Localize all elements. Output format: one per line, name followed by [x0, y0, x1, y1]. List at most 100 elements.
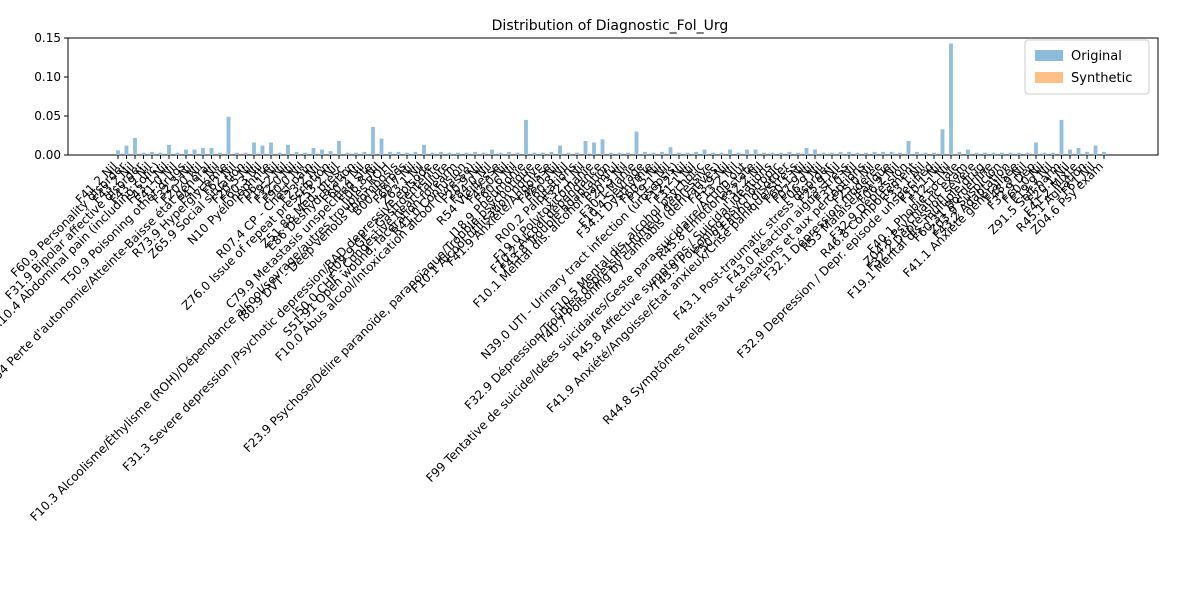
bar-original-93: [906, 140, 911, 155]
bar-original-87: [855, 152, 860, 155]
bar-original-56: [592, 142, 596, 155]
bar-original-109: [1042, 152, 1047, 155]
bar-original-49: [532, 152, 537, 155]
bar-original-116: [1102, 151, 1106, 155]
bar-original-10: [201, 147, 205, 155]
bar-original-106: [1017, 152, 1021, 155]
bar-original-12: [218, 152, 222, 155]
bar-original-33: [396, 151, 401, 155]
bar-original-74: [745, 149, 749, 155]
bar-original-66: [677, 152, 681, 155]
bar-original-30: [371, 126, 375, 155]
bar-original-46: [507, 151, 511, 155]
bars-group: [116, 43, 1106, 155]
bar-original-57: [600, 139, 605, 155]
bar-original-61: [634, 131, 639, 155]
bar-original-99: [957, 151, 962, 155]
bar-original-54: [575, 152, 579, 155]
bar-original-19: [277, 152, 282, 155]
bar-original-112: [1068, 149, 1072, 155]
bar-original-88: [864, 152, 868, 155]
bar-original-75: [753, 149, 758, 155]
bar-original-31: [379, 138, 384, 155]
bar-original-105: [1008, 152, 1013, 155]
bar-original-72: [728, 149, 732, 155]
bar-original-18: [269, 142, 273, 155]
bar-original-41: [464, 152, 469, 155]
bar-original-26: [337, 140, 341, 155]
bar-original-78: [779, 152, 783, 155]
plot-frame: [67, 37, 1159, 156]
bar-original-44: [490, 149, 494, 155]
bar-original-64: [660, 151, 664, 155]
bar-original-102: [983, 152, 987, 155]
bar-original-77: [770, 152, 775, 155]
bar-original-67: [685, 152, 690, 155]
y-tick-label: 0.15: [34, 31, 61, 45]
bar-original-60: [626, 152, 630, 155]
legend-label-synthetic: Synthetic: [1071, 71, 1132, 86]
bar-original-40: [456, 152, 460, 155]
bar-original-51: [549, 151, 554, 155]
bar-original-25: [328, 151, 333, 155]
bar-original-28: [354, 152, 358, 155]
bar-original-59: [617, 152, 622, 155]
bar-original-0: [116, 150, 120, 155]
bar-original-91: [889, 151, 894, 155]
bar-original-92: [898, 152, 902, 155]
bar-original-89: [872, 151, 877, 155]
bar-original-85: [838, 151, 843, 155]
bar-original-80: [796, 152, 800, 155]
bar-original-94: [915, 151, 919, 155]
bar-original-23: [311, 147, 316, 155]
bar-original-17: [260, 145, 265, 155]
bar-original-48: [524, 119, 528, 155]
bar-original-65: [668, 147, 673, 155]
bar-original-34: [405, 152, 409, 155]
bar-original-7: [175, 152, 180, 155]
bar-original-24: [320, 149, 324, 155]
bar-original-29: [362, 151, 367, 155]
bar-original-53: [566, 152, 571, 155]
y-tick-label: 0.00: [34, 148, 61, 162]
bar-original-20: [286, 144, 290, 155]
bar-original-55: [583, 140, 588, 155]
bar-original-22: [303, 152, 307, 155]
bar-original-103: [991, 152, 996, 155]
bar-original-36: [422, 144, 426, 155]
bar-original-101: [974, 152, 979, 155]
bar-original-21: [294, 151, 299, 155]
bar-original-90: [881, 151, 885, 155]
bar-original-14: [235, 152, 239, 155]
bar-original-4: [150, 151, 154, 155]
chart-title: Distribution of Diagnostic_Fol_Urg: [492, 18, 729, 34]
bar-original-68: [694, 151, 698, 155]
bar-original-114: [1085, 151, 1089, 155]
bar-original-15: [243, 152, 248, 155]
bar-original-86: [847, 151, 851, 155]
y-tick-label: 0.05: [34, 109, 61, 123]
bar-original-107: [1025, 152, 1030, 155]
bar-original-81: [804, 147, 809, 155]
y-tick-label: 0.10: [34, 70, 61, 84]
bar-original-52: [558, 145, 562, 155]
bar-original-43: [481, 152, 486, 155]
bar-original-62: [643, 151, 647, 155]
bar-original-63: [651, 152, 656, 155]
bar-original-96: [932, 152, 936, 155]
bar-original-35: [413, 151, 418, 155]
bar-original-108: [1034, 142, 1038, 155]
bar-original-110: [1051, 152, 1055, 155]
bar-original-70: [711, 152, 715, 155]
bar-original-82: [813, 149, 817, 155]
bar-original-84: [830, 152, 834, 155]
bar-original-8: [184, 149, 188, 155]
bar-original-37: [430, 152, 435, 155]
bar-original-73: [736, 152, 741, 155]
bar-original-16: [252, 142, 256, 155]
bar-original-3: [141, 152, 146, 155]
bar-original-113: [1076, 147, 1081, 155]
bar-original-83: [821, 152, 826, 155]
